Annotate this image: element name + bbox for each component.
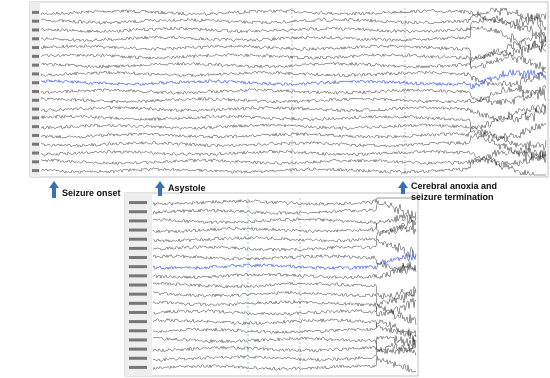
channel-label — [129, 237, 147, 241]
eeg-trace — [40, 157, 546, 176]
channel-label — [129, 310, 147, 314]
eeg-trace — [40, 146, 547, 165]
channel-label — [129, 338, 147, 342]
channel-label — [129, 365, 147, 369]
channel-label — [129, 347, 147, 351]
eeg-trace — [152, 213, 417, 234]
eeg-trace — [40, 38, 547, 70]
channel-label — [129, 201, 147, 205]
channel-label — [32, 72, 39, 76]
channel-label — [32, 19, 39, 23]
eeg-trace — [152, 281, 417, 300]
eeg-trace — [152, 355, 417, 373]
eeg-trace — [152, 297, 417, 318]
channel-label — [129, 356, 147, 360]
channel-label — [32, 107, 39, 111]
channel-label — [129, 256, 147, 260]
eeg-panel-bottom — [124, 192, 419, 377]
eeg-trace — [152, 336, 417, 355]
channel-label — [32, 169, 39, 173]
arrow — [49, 181, 59, 198]
channel-label — [129, 274, 147, 278]
channel-label — [129, 301, 147, 305]
channel-label — [32, 54, 39, 58]
channel-label — [32, 90, 39, 93]
eeg-trace — [152, 239, 417, 259]
eeg-trace — [40, 122, 547, 142]
channel-label — [32, 125, 39, 129]
eeg-trace — [152, 317, 417, 337]
eeg-trace — [40, 9, 547, 27]
channel-label — [129, 228, 147, 232]
channel-label — [129, 292, 147, 296]
channel-label — [32, 133, 39, 137]
channel-label — [32, 81, 39, 85]
eeg-trace — [40, 33, 547, 61]
eeg-trace — [40, 102, 547, 130]
annotation: Cerebral anoxia and — [411, 181, 497, 191]
eeg-trace — [152, 289, 417, 308]
channel-label — [129, 219, 147, 223]
panel-frame — [124, 192, 419, 377]
channel-label — [32, 37, 39, 41]
eeg-trace — [40, 125, 547, 151]
eeg-trace — [40, 25, 547, 52]
channel-label — [129, 283, 147, 287]
eeg-trace — [40, 69, 547, 90]
arrow — [155, 181, 165, 196]
eeg-trace — [152, 335, 417, 353]
channel-label-column — [30, 2, 40, 177]
channel-label — [129, 265, 147, 269]
eeg-trace — [152, 319, 417, 342]
annotation: Asystole — [168, 183, 206, 193]
channel-label — [32, 46, 39, 50]
eeg-trace — [152, 263, 417, 280]
channel-label — [32, 10, 39, 14]
eeg-trace — [152, 303, 417, 325]
eeg-trace — [40, 133, 547, 160]
eeg-trace — [40, 66, 547, 89]
channel-label — [32, 151, 39, 155]
eeg-trace — [40, 50, 547, 70]
eeg-trace — [152, 224, 417, 243]
eeg-trace — [152, 217, 417, 234]
eeg-trace — [152, 342, 417, 362]
channel-label — [32, 63, 39, 67]
channel-label — [32, 160, 39, 164]
arrows — [49, 181, 408, 198]
eeg-trace — [40, 149, 547, 168]
eeg-trace — [152, 250, 417, 271]
eeg-trace — [40, 104, 547, 123]
channel-label — [32, 116, 39, 120]
annotation: Seizure onset — [62, 188, 121, 198]
eeg-trace — [40, 85, 547, 104]
eeg-trace — [40, 14, 547, 43]
channel-label — [129, 320, 147, 324]
eeg-trace — [40, 85, 547, 106]
channel-label — [129, 246, 147, 250]
channel-label — [32, 98, 39, 102]
channel-label — [32, 28, 39, 32]
eeg-trace — [40, 7, 547, 32]
eeg-trace — [152, 199, 417, 220]
channel-label — [129, 210, 147, 214]
eeg-trace — [152, 253, 417, 275]
eeg-trace — [152, 197, 416, 207]
channel-label — [129, 329, 147, 333]
channel-label — [32, 142, 39, 146]
annotation: seizure termination — [411, 192, 494, 202]
arrow — [398, 181, 408, 194]
eeg-panel-top — [29, 1, 549, 178]
